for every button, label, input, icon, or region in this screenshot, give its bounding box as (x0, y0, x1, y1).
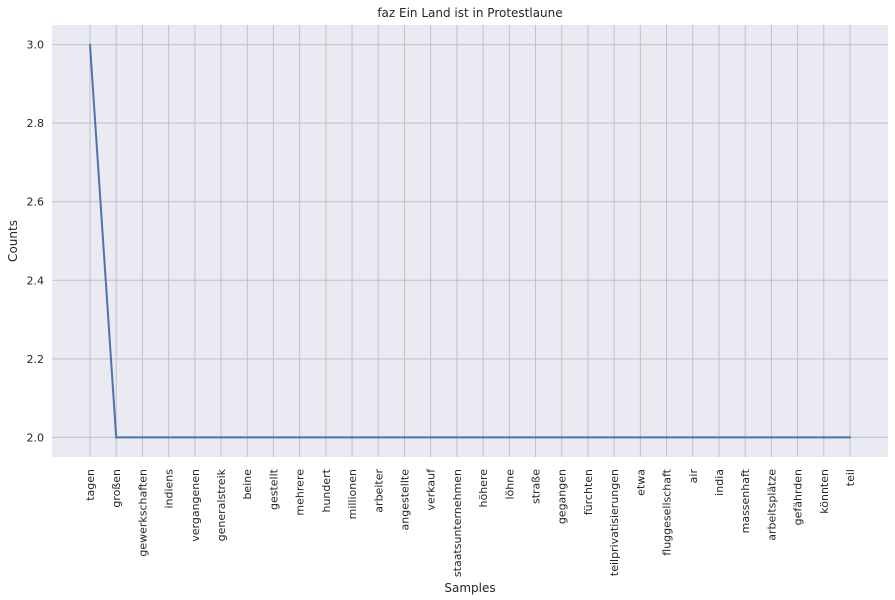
data-point (482, 436, 485, 439)
data-point (377, 436, 380, 439)
data-point (796, 436, 799, 439)
y-tick-label: 3.0 (27, 39, 45, 52)
data-point (89, 43, 91, 46)
data-point (246, 436, 249, 439)
data-point (770, 436, 773, 439)
chart-title: faz Ein Land ist in Protestlaune (377, 6, 562, 20)
x-tick-label: gefährden (792, 469, 805, 525)
y-tick-label: 2.0 (27, 431, 45, 444)
x-gridlines (89, 25, 851, 457)
x-tick-label: generalstreik (215, 468, 228, 541)
data-point (822, 436, 825, 439)
x-tick-label: könnten (818, 469, 831, 514)
x-tick-label: gegangen (556, 469, 569, 524)
y-tick-labels: 2.0 2.2 2.4 2.6 2.8 3.0 (27, 39, 45, 445)
x-tick-label: teilprivatisierungen (608, 469, 621, 576)
data-point (272, 436, 275, 439)
x-tick-label: teil (844, 469, 857, 486)
x-tick-label: löhne (503, 469, 516, 500)
data-point (167, 436, 170, 439)
x-tick-label: tagen (84, 469, 97, 501)
data-point (849, 436, 851, 439)
x-tick-label: etwa (634, 469, 647, 496)
x-tick-label: gewerkschaften (136, 469, 149, 557)
data-point (560, 436, 563, 439)
x-axis-label: Samples (444, 581, 495, 595)
y-tick-label: 2.6 (27, 196, 45, 209)
x-tick-label: india (713, 469, 726, 496)
data-point (534, 436, 537, 439)
x-tick-labels: tagen großen gewerkschaften indiens vergange… (84, 468, 857, 577)
x-tick-label: arbeitsplätze (765, 469, 778, 541)
y-tick-label: 2.8 (27, 117, 45, 130)
data-point (586, 436, 589, 439)
x-tick-label: indiens (163, 469, 176, 509)
data-point (220, 436, 223, 439)
x-tick-label: vergangenen (189, 469, 202, 542)
x-tick-label: massenhaft (739, 468, 752, 533)
data-point (455, 436, 458, 439)
data-point (298, 436, 301, 439)
data-point (717, 436, 720, 439)
x-tick-label: arbeiter (372, 469, 385, 513)
x-tick-label: beine (241, 469, 254, 500)
data-point (115, 436, 118, 439)
plot-area (52, 25, 888, 457)
x-tick-label: gestellt (267, 468, 280, 510)
data-point (429, 436, 432, 439)
x-tick-label: mehrere (294, 469, 307, 516)
x-tick-label: staatsunternehmen (451, 469, 464, 577)
data-point (744, 436, 747, 439)
data-point (324, 436, 327, 439)
x-tick-label: großen (110, 469, 123, 508)
data-point (141, 436, 144, 439)
data-point (508, 436, 511, 439)
data-point (403, 436, 406, 439)
x-tick-label: millionen (346, 469, 359, 519)
y-tick-label: 2.4 (27, 274, 45, 287)
data-point (351, 436, 354, 439)
x-tick-label: hundert (320, 468, 333, 512)
x-tick-label: fürchten (582, 469, 595, 515)
x-tick-label: angestellte (398, 469, 411, 531)
series-line-group (89, 43, 851, 439)
y-tick-label: 2.2 (27, 353, 45, 366)
x-tick-label: air (687, 469, 700, 484)
x-tick-label: verkauf (425, 468, 438, 511)
series-line (89, 44, 850, 439)
data-point (613, 436, 616, 439)
data-point (665, 436, 668, 439)
x-tick-label: straße (530, 469, 543, 504)
data-point (193, 436, 196, 439)
y-axis-label: Counts (6, 220, 20, 262)
x-tick-label: höhere (477, 469, 490, 508)
data-point (639, 436, 642, 439)
x-tick-label: fluggesellschaft (661, 468, 674, 555)
data-point (691, 436, 694, 439)
